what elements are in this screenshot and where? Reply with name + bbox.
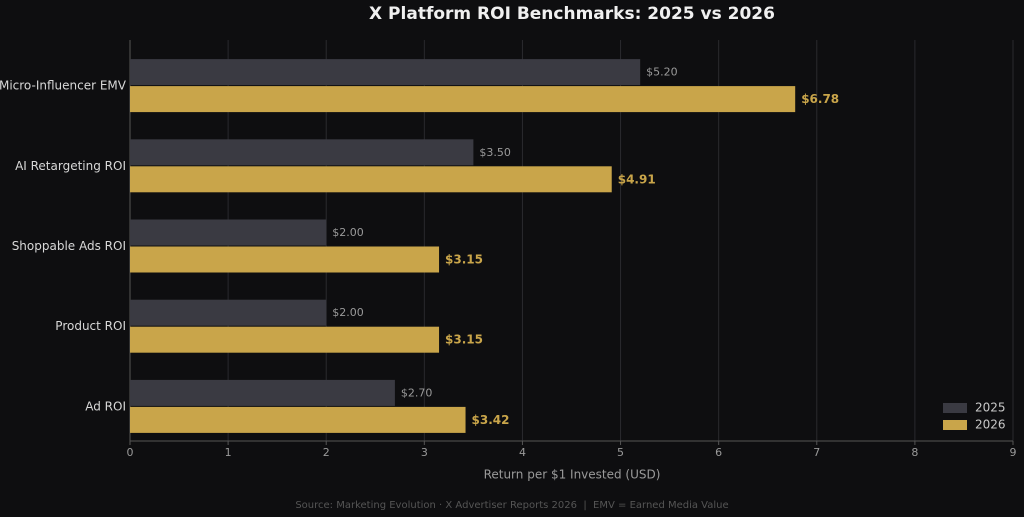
x-tick-label: 8 (911, 446, 918, 459)
x-tick-label: 5 (617, 446, 624, 459)
bar (130, 246, 440, 273)
bar (130, 326, 440, 353)
bar (130, 59, 641, 86)
footnote: Source: Marketing Evolution · X Advertis… (295, 500, 728, 511)
data-label: $2.00 (332, 226, 364, 239)
legend-label: 2026 (975, 418, 1006, 432)
y-tick-label: AI Retargeting ROI (15, 159, 126, 173)
x-tick-label: 4 (519, 446, 526, 459)
x-tick-label: 3 (421, 446, 428, 459)
x-axis-label: Return per $1 Invested (USD) (484, 468, 661, 482)
x-tick-label: 1 (225, 446, 232, 459)
bar (130, 86, 796, 113)
data-label: $6.78 (801, 92, 839, 106)
data-label: $3.50 (479, 146, 511, 159)
y-tick-label: Shoppable Ads ROI (12, 239, 126, 253)
x-tick-label: 9 (1010, 446, 1017, 459)
bar (130, 139, 474, 166)
data-label: $2.00 (332, 306, 364, 319)
x-tick-label: 0 (127, 446, 134, 459)
bar (130, 166, 612, 193)
data-label: $4.91 (618, 172, 656, 186)
chart-title: X Platform ROI Benchmarks: 2025 vs 2026 (369, 4, 775, 24)
bar (130, 299, 327, 326)
x-tick-label: 6 (715, 446, 722, 459)
data-label: $3.42 (472, 413, 510, 427)
x-tick-label: 7 (813, 446, 820, 459)
legend-label: 2025 (975, 401, 1006, 415)
bar (130, 379, 395, 406)
data-label: $5.20 (646, 66, 678, 79)
x-tick-label: 2 (323, 446, 330, 459)
data-label: $2.70 (401, 386, 433, 399)
data-label: $3.15 (445, 333, 483, 347)
bar (130, 219, 327, 246)
y-tick-label: Product ROI (55, 319, 126, 333)
bar (130, 406, 466, 433)
legend-swatch (943, 403, 967, 413)
y-tick-label: Ad ROI (85, 399, 126, 413)
legend-swatch (943, 420, 967, 430)
y-tick-label: Micro-Influencer EMV (0, 79, 127, 93)
data-label: $3.15 (445, 253, 483, 267)
